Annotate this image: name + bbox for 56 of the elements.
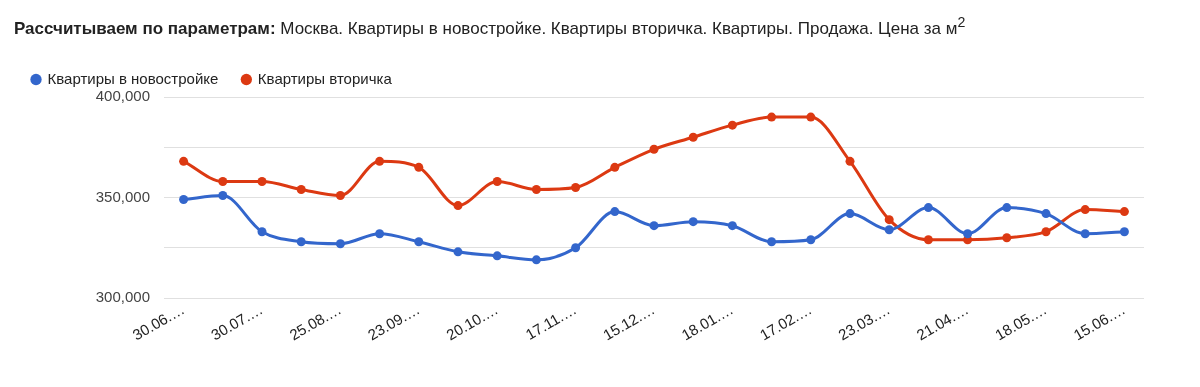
y-tick-label: 300,000 — [95, 288, 150, 306]
point — [923, 203, 933, 213]
point — [727, 221, 737, 231]
point — [649, 144, 659, 154]
point — [531, 255, 541, 265]
point — [1041, 209, 1051, 219]
point — [218, 176, 228, 186]
point — [727, 120, 737, 130]
point — [963, 229, 973, 239]
point — [688, 217, 698, 227]
chart-title: Рассчитываем по параметрам: — [14, 18, 277, 38]
point — [335, 191, 345, 201]
point — [335, 239, 345, 249]
chart-subtitle: Москва. Квартиры в новостройке. Квартиры вторичка. Квартиры. Продажа. Цена за м$^{2}$ — [280, 14, 966, 38]
point — [845, 156, 855, 166]
point — [1002, 203, 1012, 213]
legend-label: Квартиры в новостройке — [47, 69, 219, 87]
point — [1080, 205, 1090, 215]
point — [179, 156, 189, 166]
point — [531, 184, 541, 194]
point — [453, 201, 463, 211]
point — [1002, 233, 1012, 243]
point — [806, 112, 816, 122]
point — [806, 235, 816, 245]
point — [767, 237, 777, 247]
point — [414, 162, 424, 172]
point — [610, 162, 620, 172]
point — [218, 191, 228, 201]
point — [296, 184, 306, 194]
point — [492, 176, 502, 186]
y-tick-label: 400,000 — [95, 87, 150, 105]
legend-label: Квартиры вторичка — [257, 69, 393, 87]
point — [1080, 229, 1090, 239]
point — [492, 251, 502, 261]
point — [610, 207, 620, 217]
point — [375, 229, 385, 239]
point — [845, 209, 855, 219]
point — [649, 221, 659, 231]
point — [1119, 227, 1129, 237]
point — [923, 235, 933, 245]
point — [571, 182, 581, 192]
point — [767, 112, 777, 122]
point — [884, 215, 894, 225]
point — [257, 227, 267, 237]
point — [414, 237, 424, 247]
point — [375, 156, 385, 166]
point — [688, 132, 698, 142]
point — [884, 225, 894, 235]
point — [571, 243, 581, 253]
y-tick-label: 350,000 — [95, 187, 150, 205]
point — [257, 176, 267, 186]
point — [179, 195, 189, 205]
point — [1119, 207, 1129, 217]
point — [296, 237, 306, 247]
point — [1041, 227, 1051, 237]
point — [453, 247, 463, 257]
